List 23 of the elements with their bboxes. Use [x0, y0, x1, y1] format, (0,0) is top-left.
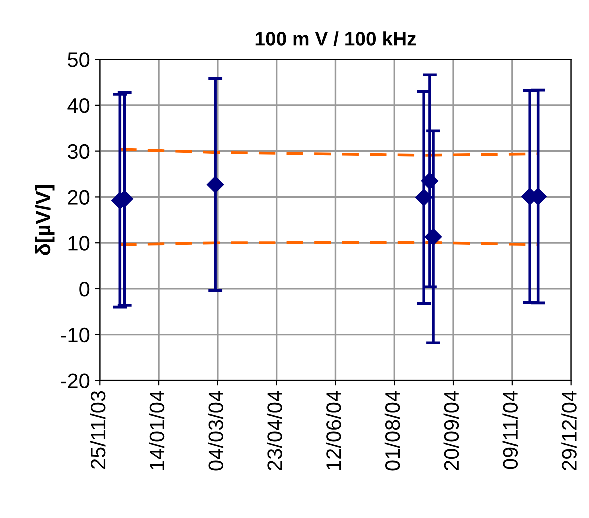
y-tick-label: 0: [80, 282, 90, 297]
y-tick-label: 40: [68, 98, 90, 114]
x-tick-label: 23/04/04: [267, 391, 282, 470]
chart-title: 100 m V / 100 kHz: [256, 32, 416, 46]
y-tick-label: -20: [61, 374, 90, 388]
point: [416, 189, 433, 206]
x-tick-label: 20/09/04: [444, 391, 460, 470]
y-tick-label: 20: [68, 190, 90, 205]
point: [421, 172, 439, 190]
y-tick-label: 30: [68, 144, 90, 160]
point: [424, 228, 442, 246]
x-tick-label: 25/11/03: [90, 391, 106, 469]
y-tick-label: 10: [68, 236, 90, 251]
x-tick-label: 14/01/04: [149, 391, 165, 470]
y-tick-label: 50: [68, 52, 90, 68]
x-tick-label: 01/08/04: [384, 391, 400, 471]
y-axis-title: δ[µV/V]: [35, 185, 55, 256]
x-tick-label: 29/12/04: [562, 391, 577, 470]
y-tick-label: -10: [61, 328, 90, 343]
x-tick-label: 04/03/04: [208, 391, 224, 471]
x-tick-label: 09/11/04: [502, 391, 518, 470]
x-tick-label: 12/06/04: [326, 391, 342, 470]
point: [207, 176, 224, 194]
